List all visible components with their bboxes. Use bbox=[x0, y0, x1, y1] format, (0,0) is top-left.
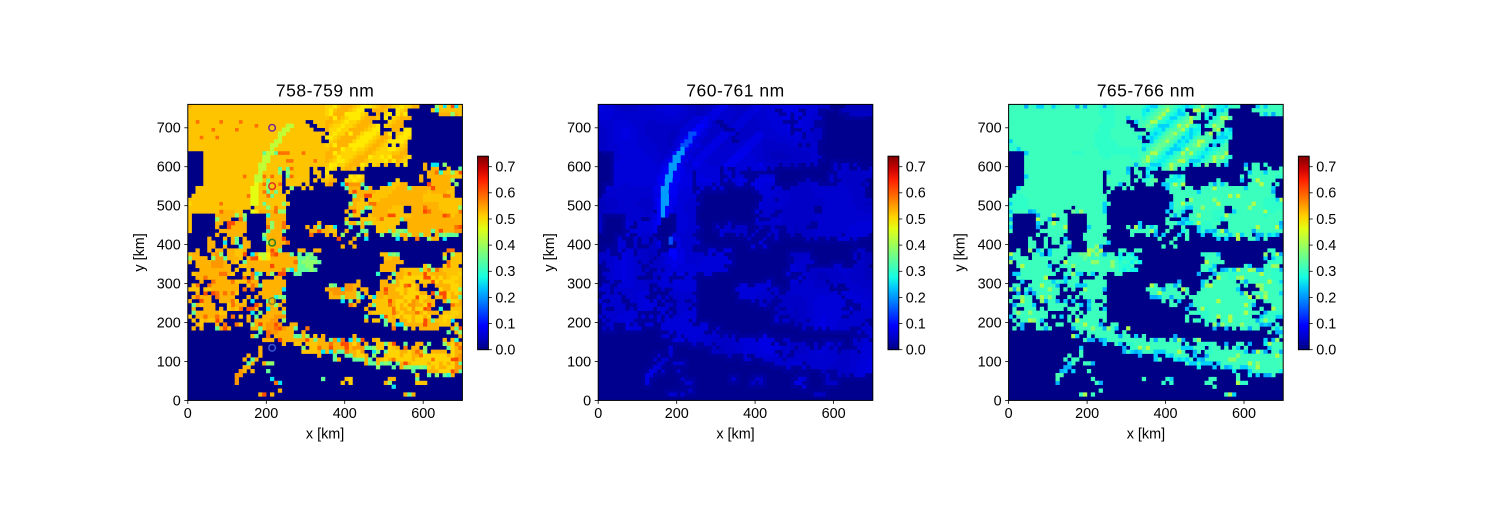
svg-text:200: 200 bbox=[665, 406, 689, 422]
svg-text:0: 0 bbox=[583, 393, 591, 409]
svg-text:400: 400 bbox=[157, 238, 181, 254]
svg-text:0.0: 0.0 bbox=[906, 343, 926, 359]
svg-text:765-766 nm: 765-766 nm bbox=[1097, 80, 1195, 100]
svg-text:600: 600 bbox=[411, 406, 435, 422]
svg-text:0.2: 0.2 bbox=[906, 290, 926, 306]
svg-text:0.0: 0.0 bbox=[1316, 343, 1336, 359]
svg-text:200: 200 bbox=[254, 406, 278, 422]
svg-text:0.1: 0.1 bbox=[1316, 317, 1336, 333]
svg-text:600: 600 bbox=[822, 406, 846, 422]
svg-text:0: 0 bbox=[173, 393, 181, 409]
svg-text:0.6: 0.6 bbox=[1316, 186, 1336, 202]
svg-text:400: 400 bbox=[333, 406, 357, 422]
svg-text:0.0: 0.0 bbox=[495, 343, 515, 359]
svg-text:500: 500 bbox=[157, 199, 181, 215]
svg-text:0: 0 bbox=[594, 406, 602, 422]
svg-text:0.6: 0.6 bbox=[495, 186, 515, 202]
svg-text:500: 500 bbox=[978, 199, 1002, 215]
svg-text:700: 700 bbox=[567, 121, 591, 137]
svg-text:100: 100 bbox=[978, 354, 1002, 370]
svg-text:500: 500 bbox=[567, 199, 591, 215]
svg-text:0.1: 0.1 bbox=[495, 317, 515, 333]
svg-text:760-761 nm: 760-761 nm bbox=[686, 80, 784, 100]
svg-text:600: 600 bbox=[978, 160, 1002, 176]
svg-text:y [km]: y [km] bbox=[132, 233, 148, 271]
svg-text:200: 200 bbox=[978, 315, 1002, 331]
svg-text:400: 400 bbox=[743, 406, 767, 422]
svg-text:0.7: 0.7 bbox=[906, 160, 926, 176]
svg-text:0.4: 0.4 bbox=[1316, 238, 1336, 254]
svg-text:200: 200 bbox=[157, 315, 181, 331]
svg-text:0.5: 0.5 bbox=[1316, 212, 1336, 228]
svg-text:600: 600 bbox=[157, 160, 181, 176]
svg-text:600: 600 bbox=[1232, 406, 1256, 422]
svg-text:0.3: 0.3 bbox=[1316, 264, 1336, 280]
svg-text:0.4: 0.4 bbox=[906, 238, 926, 254]
svg-text:600: 600 bbox=[567, 160, 591, 176]
svg-text:0: 0 bbox=[994, 393, 1002, 409]
svg-text:100: 100 bbox=[157, 354, 181, 370]
svg-text:y [km]: y [km] bbox=[953, 233, 969, 271]
svg-text:100: 100 bbox=[567, 354, 591, 370]
svg-text:758-759 nm: 758-759 nm bbox=[276, 80, 374, 100]
svg-text:0: 0 bbox=[1005, 406, 1013, 422]
svg-text:0.7: 0.7 bbox=[495, 160, 515, 176]
svg-text:0.3: 0.3 bbox=[906, 264, 926, 280]
svg-text:300: 300 bbox=[157, 277, 181, 293]
svg-text:y [km]: y [km] bbox=[542, 233, 558, 271]
svg-text:700: 700 bbox=[157, 121, 181, 137]
svg-text:200: 200 bbox=[567, 315, 591, 331]
svg-text:300: 300 bbox=[978, 277, 1002, 293]
svg-text:0.6: 0.6 bbox=[906, 186, 926, 202]
svg-text:0.2: 0.2 bbox=[495, 290, 515, 306]
svg-text:x [km]: x [km] bbox=[1127, 427, 1165, 443]
svg-text:400: 400 bbox=[1153, 406, 1177, 422]
svg-text:0: 0 bbox=[184, 406, 192, 422]
svg-text:0.5: 0.5 bbox=[495, 212, 515, 228]
svg-text:x [km]: x [km] bbox=[716, 427, 754, 443]
svg-text:700: 700 bbox=[978, 121, 1002, 137]
svg-text:0.4: 0.4 bbox=[495, 238, 515, 254]
svg-text:0.5: 0.5 bbox=[906, 212, 926, 228]
svg-text:x [km]: x [km] bbox=[306, 427, 344, 443]
svg-text:400: 400 bbox=[978, 238, 1002, 254]
svg-text:300: 300 bbox=[567, 277, 591, 293]
svg-text:0.3: 0.3 bbox=[495, 264, 515, 280]
svg-text:0.1: 0.1 bbox=[906, 317, 926, 333]
svg-text:200: 200 bbox=[1075, 406, 1099, 422]
svg-text:0.2: 0.2 bbox=[1316, 290, 1336, 306]
svg-text:0.7: 0.7 bbox=[1316, 160, 1336, 176]
svg-text:400: 400 bbox=[567, 238, 591, 254]
